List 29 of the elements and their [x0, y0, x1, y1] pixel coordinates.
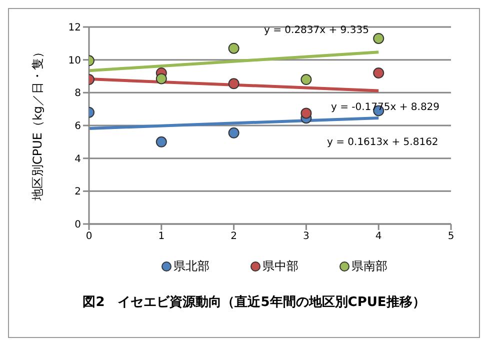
- point: [228, 42, 240, 54]
- x-tick-label: 2: [230, 231, 237, 242]
- x-tick-label: 4: [375, 231, 382, 242]
- legend-label: 県南部: [352, 258, 388, 275]
- point: [228, 78, 240, 90]
- x-tick-label: 0: [86, 231, 92, 242]
- point: [228, 127, 240, 138]
- y-tick-label: 4: [74, 154, 81, 165]
- point: [373, 32, 384, 44]
- point: [156, 136, 167, 148]
- y-tick-label: 8: [74, 88, 81, 100]
- y-tick-label: 6: [74, 121, 81, 132]
- y-tick-label: 2: [74, 186, 81, 198]
- text: 図2 イセエビ資源動向（直近5年間の地区別CPUE推移）: [82, 294, 426, 311]
- y-tick-label: 12: [68, 22, 81, 34]
- x-tick-label: 5: [448, 231, 454, 242]
- y-tick-label: 0: [74, 220, 81, 231]
- legend-label: 県中部: [262, 258, 298, 275]
- point: [300, 74, 312, 86]
- y-tick-label: 10: [68, 55, 81, 66]
- annotation: y = 0.2837x + 9.335: [264, 25, 369, 36]
- x-tick-label: 3: [303, 231, 310, 242]
- legend-label: 県北部: [174, 258, 210, 275]
- x-tick-label: 1: [158, 231, 165, 242]
- point: [373, 67, 384, 78]
- point: [156, 73, 167, 84]
- point: [300, 108, 312, 119]
- y-axis-title: 地区別CPUE（kg／日・隻）: [30, 46, 44, 202]
- annotation: y = 0.1613x + 5.8162: [327, 137, 438, 148]
